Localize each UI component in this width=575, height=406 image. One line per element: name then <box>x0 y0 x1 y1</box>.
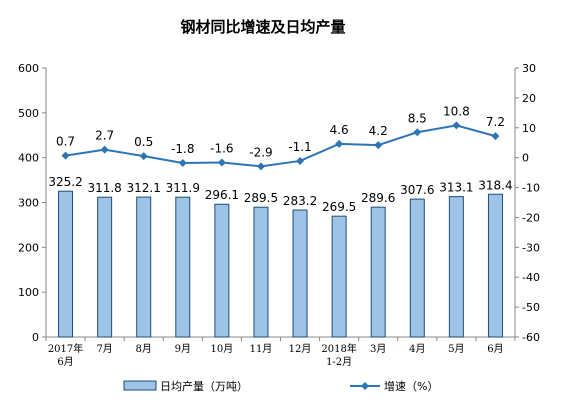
bar-data-label: 325.2 <box>48 175 82 189</box>
y-left-tick-label: 300 <box>18 197 39 210</box>
line-point <box>452 121 461 130</box>
y-left-tick-label: 200 <box>18 241 39 254</box>
line-data-label: -1.6 <box>210 141 233 155</box>
bar-data-label: 283.2 <box>283 194 317 208</box>
legend: 日均产量（万吨） 增速（%） <box>123 379 438 393</box>
y-right-tick-label: -10 <box>522 182 540 195</box>
line-data-label: 7.2 <box>486 115 505 129</box>
line-data-label: -1.1 <box>288 140 311 154</box>
legend-line-label: 增速（%） <box>384 379 438 393</box>
line-point <box>178 159 187 168</box>
x-tick-label: 7月 <box>96 343 112 355</box>
y-left-tick-label: 500 <box>18 107 39 120</box>
x-tick-label: 2017年 <box>48 342 83 355</box>
bar <box>97 196 113 338</box>
bar-data-label: 269.5 <box>322 200 356 214</box>
x-tick-label: 12月 <box>289 343 312 355</box>
x-tick-label: 8月 <box>136 343 152 355</box>
line-point <box>256 162 265 171</box>
y-left-tick-label: 100 <box>18 286 39 299</box>
bar <box>409 198 425 338</box>
y-right-tick-label: 30 <box>522 62 536 75</box>
line-point <box>374 141 383 150</box>
bar <box>370 206 386 338</box>
bar-series: 325.2 311.8 312.1 311.9 296.1 289.5 283.2 269.5… <box>48 175 513 338</box>
line-data-label: 10.8 <box>443 104 470 118</box>
y-left-tick-label: 400 <box>18 152 39 165</box>
y-right-tick-label: -20 <box>522 211 540 224</box>
legend-bar-swatch <box>123 380 157 391</box>
chart-title: 钢材同比增速及日均产量 <box>180 18 345 36</box>
bar <box>331 215 347 338</box>
line-data-label: 4.2 <box>369 124 388 138</box>
x-tick-label: 5月 <box>448 343 464 355</box>
line-point <box>217 158 226 167</box>
line-data-label: 0.7 <box>56 135 75 149</box>
legend-line-marker <box>361 382 369 390</box>
x-tick-label: 9月 <box>175 343 191 355</box>
y-right-tick-label: 10 <box>522 122 536 135</box>
line-series: 0.7 2.7 0.5 -1.8 -1.6 -2.9 -1.1 4.6 4.2 8.5 10.8 7.… <box>56 104 505 171</box>
y-left-tick-label: 0 <box>32 331 39 344</box>
x-tick-label: 1-2月 <box>326 356 352 368</box>
series-line <box>65 124 496 168</box>
y-right-tick-label: -60 <box>522 331 540 344</box>
bar-data-label: 296.1 <box>205 188 239 202</box>
x-tick-label: 6月 <box>57 356 73 368</box>
line-point <box>335 139 344 148</box>
line-data-label: 8.5 <box>408 111 427 125</box>
bar <box>214 203 230 338</box>
bar-data-label: 289.6 <box>361 191 395 205</box>
bar <box>253 206 269 338</box>
line-point <box>413 128 422 137</box>
bar-data-label: 318.4 <box>478 178 512 192</box>
bar <box>487 193 503 338</box>
x-tick-label: 10月 <box>211 343 234 355</box>
bar <box>175 196 191 338</box>
y-right-tick-label: -40 <box>522 271 540 284</box>
bar <box>58 190 74 338</box>
line-point <box>139 152 148 161</box>
bar-data-label: 289.5 <box>244 191 278 205</box>
x-tick-label: 11月 <box>250 343 273 355</box>
line-data-label: -2.9 <box>249 145 272 159</box>
axes: 0 100 200 300 400 500 600 -60 -50 -40 -30 -20 -10 0 10… <box>18 62 540 344</box>
bar <box>136 196 152 338</box>
line-point <box>100 145 109 154</box>
x-tick-label: 3月 <box>370 343 386 355</box>
line-data-label: -1.8 <box>171 142 194 156</box>
x-tick-label: 4月 <box>409 343 425 355</box>
y-right-tick-label: -30 <box>522 241 540 254</box>
bar-data-label: 312.1 <box>127 181 161 195</box>
line-point <box>491 132 500 141</box>
x-tick-label: 2018年 <box>321 342 356 355</box>
y-right-tick-label: 0 <box>522 152 529 165</box>
legend-bar-label: 日均产量（万吨） <box>160 379 248 393</box>
line-point <box>296 156 305 165</box>
y-right-tick-label: 20 <box>522 92 536 105</box>
bar-data-label: 311.8 <box>87 181 121 195</box>
line-data-label: 2.7 <box>95 129 114 143</box>
line-data-label: 4.6 <box>330 123 349 137</box>
bar-data-label: 311.9 <box>166 181 200 195</box>
x-tick-label: 6月 <box>487 343 503 355</box>
bar-data-label: 307.6 <box>400 183 434 197</box>
bar-data-label: 313.1 <box>439 181 473 195</box>
line-data-label: 0.5 <box>134 135 153 149</box>
bar <box>292 209 308 338</box>
bar <box>448 196 464 338</box>
line-point <box>61 151 70 160</box>
y-left-tick-label: 600 <box>18 62 39 75</box>
y-right-tick-label: -50 <box>522 301 540 314</box>
